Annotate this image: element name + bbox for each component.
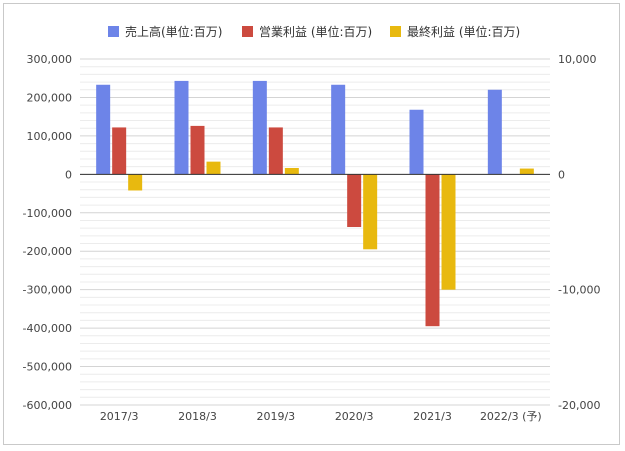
bar-series-0 [331, 84, 346, 175]
bar-series-0 [487, 89, 502, 175]
legend-label: 売上高(単位:百万) [125, 24, 222, 39]
bar-series-2 [206, 161, 221, 175]
legend-swatch [390, 26, 401, 37]
legend-label: 営業利益 (単位:百万) [259, 24, 372, 39]
legend-label: 最終利益 (単位:百万) [407, 24, 520, 39]
bar-series-2 [519, 168, 534, 175]
x-tick-label: 2020/3 [335, 410, 374, 423]
bar-series-1 [190, 125, 205, 175]
bar-series-1 [347, 174, 362, 228]
y-left-tick-label: -200,000 [23, 245, 72, 258]
y-left-tick-label: -500,000 [23, 361, 72, 374]
bar-series-1 [268, 127, 283, 175]
x-tick-label: 2022/3 (予) [480, 410, 542, 423]
y-left-tick-label: 0 [65, 168, 72, 181]
x-tick-label: 2019/3 [256, 410, 295, 423]
y-left-tick-label: -300,000 [23, 284, 72, 297]
x-tick-label: 2017/3 [100, 410, 139, 423]
bar-series-0 [409, 109, 424, 175]
bar-series-1 [112, 127, 127, 175]
y-right-tick-label: -10,000 [558, 284, 600, 297]
x-tick-label: 2021/3 [413, 410, 452, 423]
bar-series-0 [174, 80, 189, 175]
y-right-tick-label: -20,000 [558, 399, 600, 412]
bars [96, 80, 534, 327]
chart-frame [3, 3, 620, 445]
legend-swatch [242, 26, 253, 37]
axes: 300,000 200,000 100,000 0 -100,000 -200,000 -3… [23, 53, 601, 423]
bar-series-2 [363, 174, 378, 250]
y-left-tick-label: 300,000 [27, 53, 73, 66]
bar-series-2 [284, 167, 299, 175]
y-left-tick-label: -600,000 [23, 399, 72, 412]
y-left-tick-label: 100,000 [27, 130, 73, 143]
legend: 売上高(単位:百万) 営業利益 (単位:百万) 最終利益 (単位:百万) [108, 24, 520, 39]
bar-series-0 [96, 84, 111, 175]
y-left-tick-label: -100,000 [23, 207, 72, 220]
y-left-tick-label: -400,000 [23, 322, 72, 335]
bar-series-1 [425, 174, 440, 327]
legend-swatch [108, 26, 119, 37]
x-tick-label: 2018/3 [178, 410, 217, 423]
bar-series-0 [252, 80, 267, 175]
y-right-tick-label: 0 [558, 168, 565, 181]
bar-series-2 [441, 174, 456, 290]
y-left-tick-label: 200,000 [27, 91, 73, 104]
bar-series-2 [128, 174, 143, 191]
gridlines [80, 58, 550, 406]
y-right-tick-label: 10,000 [558, 53, 597, 66]
